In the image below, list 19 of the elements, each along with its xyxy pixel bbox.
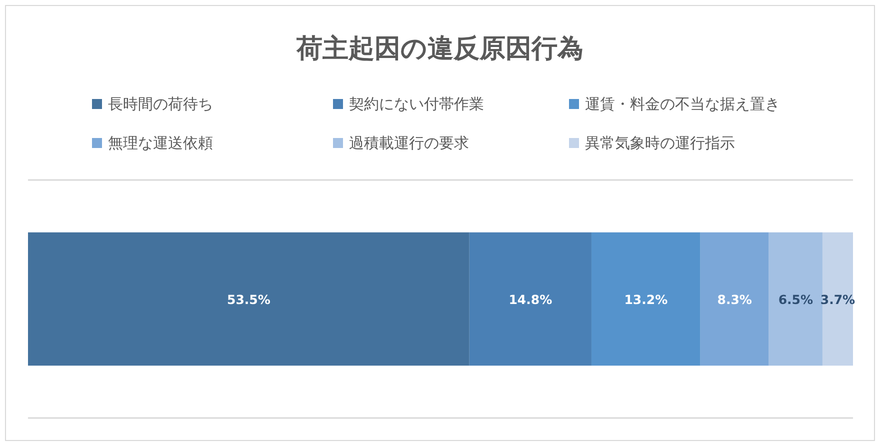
legend-label: 過積載運行の要求 [349,134,469,152]
legend-label: 運賃・料金の不当な据え置き [585,95,780,113]
legend-label: 無理な運送依頼 [108,134,213,152]
legend-label: 異常気象時の運行指示 [585,134,735,152]
data-label: 3.7% [820,292,856,307]
legend-label: 契約にない付帯作業 [349,95,484,113]
bar [591,232,700,366]
legend-label: 長時間の荷待ち [108,95,213,113]
bar [469,232,592,366]
data-label: 13.2% [624,292,668,307]
data-label: 8.3% [717,292,752,307]
bar [822,232,853,366]
data-label: 53.5% [227,292,271,307]
bar [28,232,470,366]
chart-title: 荷主起因の違反原因行為 [296,34,584,64]
data-label: 6.5% [778,292,814,307]
bar [700,232,769,366]
bar [768,232,822,366]
data-label: 14.8% [508,292,553,307]
